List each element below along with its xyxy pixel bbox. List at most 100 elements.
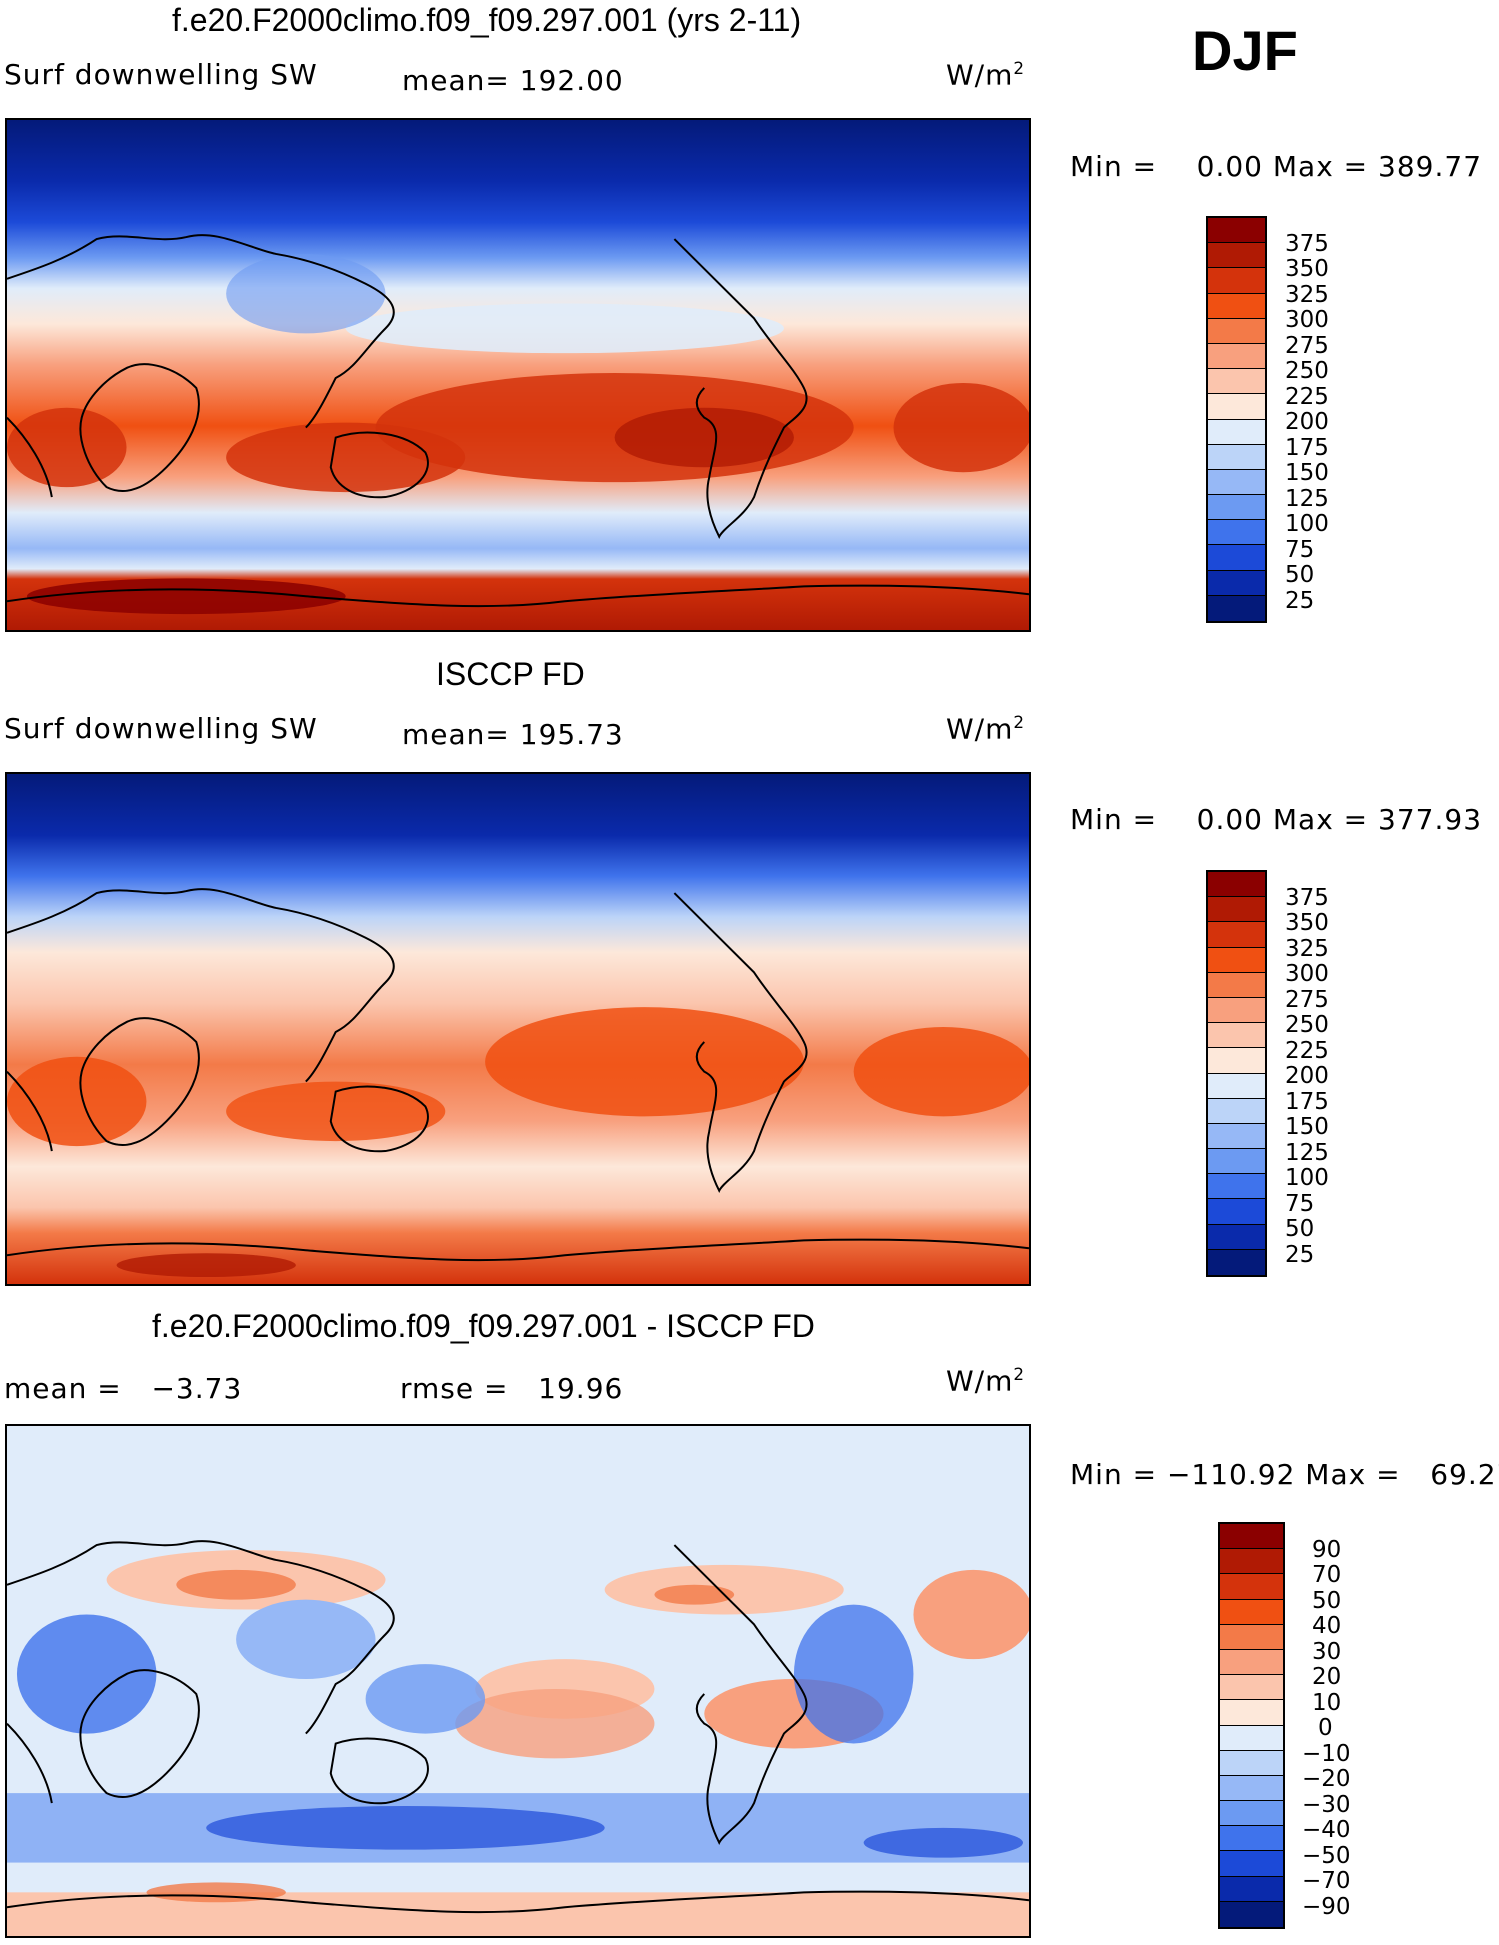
colorbar-swatch: [1220, 1901, 1283, 1927]
panel1-units: W/m2: [946, 58, 1026, 92]
panel1-title: f.e20.F2000climo.f09_f09.297.001 (yrs 2-…: [172, 2, 802, 38]
colorbar-swatch: [1208, 1023, 1265, 1049]
colorbar-swatch: [1220, 1775, 1283, 1802]
panel1-colorbar: [1206, 216, 1267, 623]
cbar3-label: 40: [1312, 1613, 1342, 1639]
cbar1-label: 225: [1285, 384, 1329, 410]
cbar3-label: 50: [1312, 1588, 1342, 1614]
cbar1-label: 175: [1285, 435, 1329, 461]
cbar3-label: −40: [1302, 1817, 1351, 1843]
colorbar-swatch: [1220, 1801, 1283, 1827]
colorbar-swatch: [1208, 1048, 1265, 1074]
panel3-title: f.e20.F2000climo.f09_f09.297.001 - ISCCP…: [152, 1308, 815, 1344]
panel2-title: ISCCP FD: [436, 656, 585, 692]
cbar2-label: 150: [1285, 1114, 1329, 1140]
colorbar-swatch: [1220, 1549, 1283, 1575]
colorbar-swatch: [1208, 495, 1265, 521]
panel1-mean: mean= 192.00: [402, 64, 624, 97]
colorbar-swatch: [1208, 444, 1265, 470]
panel1-minmax: Min = 0.00 Max = 389.77: [1070, 150, 1483, 183]
colorbar-swatch: [1208, 469, 1265, 496]
cbar3-label: −50: [1302, 1843, 1351, 1869]
cbar2-label: 50: [1285, 1216, 1315, 1242]
panel3-mean: mean = −3.73: [4, 1372, 243, 1405]
panel2-variable: Surf downwelling SW: [4, 712, 318, 745]
cbar1-label: 125: [1285, 486, 1329, 512]
panel3-rmse: rmse = 19.96: [400, 1372, 624, 1405]
panel1-variable: Surf downwelling SW: [4, 58, 318, 91]
colorbar-swatch: [1208, 343, 1265, 370]
panel3-colorbar: [1218, 1522, 1285, 1929]
panel1-map: [5, 118, 1031, 632]
colorbar-swatch: [1208, 394, 1265, 420]
colorbar-swatch: [1208, 318, 1265, 344]
colorbar-swatch: [1208, 1224, 1265, 1250]
colorbar-swatch: [1208, 570, 1265, 596]
cbar2-label: 275: [1285, 987, 1329, 1013]
colorbar-swatch: [1220, 1524, 1283, 1550]
panel2-minmax: Min = 0.00 Max = 377.93: [1070, 803, 1483, 836]
colorbar-swatch: [1220, 1826, 1283, 1852]
cbar1-label: 100: [1285, 511, 1329, 537]
cbar1-label: 300: [1285, 307, 1329, 333]
cbar2-label: 225: [1285, 1038, 1329, 1064]
cbar2-label: 175: [1285, 1089, 1329, 1115]
colorbar-swatch: [1208, 1174, 1265, 1200]
cbar1-label: 200: [1285, 409, 1329, 435]
cbar1-label: 250: [1285, 358, 1329, 384]
cbar2-label: 350: [1285, 910, 1329, 936]
colorbar-swatch: [1220, 1851, 1283, 1877]
cbar3-label: −20: [1302, 1766, 1351, 1792]
cbar1-label: 150: [1285, 460, 1329, 486]
panel2-colorbar-labels: 375 350 325 300 275 250 225 200 175 150 …: [1285, 870, 1365, 1277]
cbar3-label: 30: [1312, 1639, 1342, 1665]
panel2-units: W/m2: [946, 712, 1026, 746]
colorbar-swatch: [1208, 595, 1265, 621]
cbar3-label: 0: [1318, 1715, 1333, 1741]
colorbar-swatch: [1220, 1599, 1283, 1625]
colorbar-swatch: [1220, 1624, 1283, 1650]
colorbar-swatch: [1208, 897, 1265, 923]
colorbar-swatch: [1208, 419, 1265, 445]
colorbar-swatch: [1220, 1649, 1283, 1676]
panel3-units: W/m2: [946, 1364, 1026, 1398]
cbar3-label: −70: [1302, 1868, 1351, 1894]
colorbar-swatch: [1208, 293, 1265, 319]
colorbar-swatch: [1208, 545, 1265, 571]
colorbar-swatch: [1208, 520, 1265, 546]
colorbar-swatch: [1208, 369, 1265, 395]
cbar1-label: 75: [1285, 537, 1315, 563]
season-label: DJF: [1192, 19, 1298, 82]
panel3-map: [5, 1424, 1031, 1938]
cbar1-label: 50: [1285, 562, 1315, 588]
cbar1-label: 350: [1285, 256, 1329, 282]
cbar3-label: 90: [1312, 1537, 1342, 1563]
cbar1-label: 275: [1285, 333, 1329, 359]
colorbar-swatch: [1220, 1574, 1283, 1600]
panel2-colorbar: [1206, 870, 1267, 1277]
cbar1-label: 375: [1285, 231, 1329, 257]
colorbar-swatch: [1208, 922, 1265, 948]
cbar2-label: 375: [1285, 885, 1329, 911]
colorbar-swatch: [1220, 1876, 1283, 1902]
cbar2-label: 325: [1285, 936, 1329, 962]
colorbar-swatch: [1208, 1073, 1265, 1099]
cbar2-label: 250: [1285, 1012, 1329, 1038]
cbar2-label: 300: [1285, 961, 1329, 987]
cbar3-label: 20: [1312, 1664, 1342, 1690]
cbar2-label: 25: [1285, 1242, 1315, 1268]
colorbar-swatch: [1208, 1149, 1265, 1175]
colorbar-swatch: [1208, 218, 1265, 244]
colorbar-swatch: [1208, 947, 1265, 973]
cbar2-label: 125: [1285, 1140, 1329, 1166]
colorbar-swatch: [1208, 1249, 1265, 1275]
cbar3-label: −90: [1302, 1894, 1351, 1920]
panel2-map: [5, 772, 1031, 1286]
colorbar-swatch: [1208, 243, 1265, 269]
cbar1-label: 325: [1285, 282, 1329, 308]
panel1-colorbar-labels: 375 350 325 300 275 250 225 200 175 150 …: [1285, 216, 1365, 623]
panel3-colorbar-labels: 90 70 50 40 30 20 10 0 −10 −20 −30 −40 −…: [1302, 1522, 1382, 1929]
panel3-minmax: Min = −110.92 Max = 69.27: [1070, 1458, 1499, 1491]
colorbar-swatch: [1208, 872, 1265, 898]
colorbar-swatch: [1220, 1675, 1283, 1701]
